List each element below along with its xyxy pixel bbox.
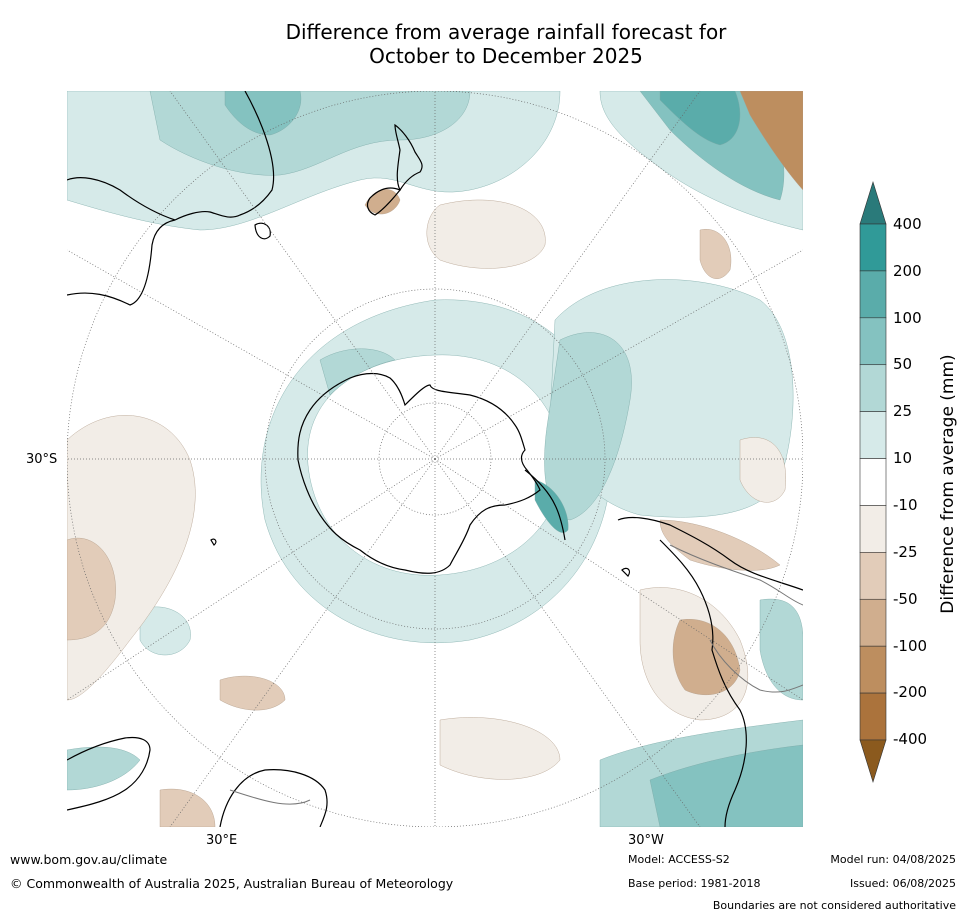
colorbar-tick: -50 bbox=[893, 590, 918, 608]
new-zealand-south bbox=[366, 187, 401, 216]
south-atlantic-dry-medium bbox=[672, 619, 741, 696]
brazil-wet bbox=[759, 598, 803, 701]
colorbar-bin bbox=[859, 411, 887, 459]
peninsula-wet bbox=[534, 479, 569, 533]
colorbar-bin bbox=[859, 270, 887, 319]
borders bbox=[229, 544, 803, 805]
south-pacific-dry bbox=[426, 199, 546, 269]
colorbar-bins bbox=[859, 223, 887, 741]
dry-anomalies bbox=[67, 91, 803, 827]
coastlines bbox=[67, 91, 803, 827]
colorbar-bin bbox=[859, 364, 887, 412]
footer-disclaimer: Boundaries are not considered authoritat… bbox=[712, 899, 956, 912]
colorbar-top-arrow bbox=[859, 180, 887, 225]
colorbar-bin bbox=[859, 692, 887, 741]
patagonia-dry bbox=[659, 519, 781, 571]
colorbar-bottom-arrow bbox=[859, 739, 887, 784]
australia-coast bbox=[67, 91, 275, 306]
andes-border bbox=[669, 544, 803, 693]
lon-label-30w: 30°W bbox=[628, 833, 664, 848]
drake-wet-strip bbox=[544, 332, 632, 521]
colorbar bbox=[859, 180, 887, 784]
map-area bbox=[67, 91, 803, 827]
kerguelen bbox=[210, 538, 217, 546]
tasmania-coast bbox=[254, 222, 271, 240]
colorbar-tick: 100 bbox=[893, 309, 922, 327]
mid-indian-dry bbox=[219, 675, 286, 711]
africa-border bbox=[229, 789, 311, 805]
falklands bbox=[621, 567, 631, 577]
map-title: Difference from average rainfall forecas… bbox=[230, 20, 782, 68]
footer-model-run: Model run: 04/08/2025 bbox=[830, 853, 956, 866]
colorbar-tick: -25 bbox=[893, 543, 918, 561]
colorbar-bin bbox=[859, 223, 887, 272]
colorbar-tick: 50 bbox=[893, 355, 913, 373]
atlantic-dry bbox=[739, 437, 786, 503]
title-line-2: October to December 2025 bbox=[369, 44, 643, 68]
colorbar-tick: 400 bbox=[893, 215, 922, 233]
colorbar-label: Difference from average (mm) bbox=[938, 354, 958, 614]
new-zealand-north bbox=[394, 123, 423, 192]
colorbar-tick: -200 bbox=[893, 683, 928, 701]
indian-ocean-dry-medium bbox=[67, 538, 116, 641]
ne-pacific-wet-strong bbox=[659, 91, 741, 146]
ne-corner-dry bbox=[739, 91, 803, 191]
colorbar-tick: -400 bbox=[893, 730, 928, 748]
footer-model: Model: ACCESS-S2 bbox=[628, 853, 730, 866]
colorbar-bin bbox=[859, 552, 887, 600]
east-pacific-dry bbox=[699, 229, 732, 279]
footer-copyright: © Commonwealth of Australia 2025, Austra… bbox=[10, 876, 454, 891]
colorbar-bin bbox=[859, 598, 887, 647]
title-line-1: Difference from average rainfall forecas… bbox=[285, 20, 727, 44]
wet-anomalies bbox=[67, 91, 803, 827]
colorbar-tick: 10 bbox=[893, 449, 913, 467]
southern-indian-dry bbox=[439, 717, 561, 780]
colorbar-tick: 200 bbox=[893, 262, 922, 280]
antarctica-coast bbox=[297, 372, 541, 574]
colorbar-bin bbox=[859, 645, 887, 694]
colorbar-bin bbox=[859, 317, 887, 366]
indian-ocean-wet bbox=[139, 606, 191, 656]
colorbar-tick: -10 bbox=[893, 496, 918, 514]
south-africa-dry bbox=[159, 788, 216, 827]
graticule bbox=[67, 91, 803, 827]
southern-africa-coast bbox=[67, 736, 328, 827]
antarctic-peninsula bbox=[524, 469, 566, 541]
colorbar-tick: 25 bbox=[893, 402, 913, 420]
sw-atlantic-wet-medium bbox=[649, 744, 803, 827]
lat-label-30s: 30°S bbox=[26, 452, 58, 467]
colorbar-bin bbox=[859, 458, 887, 506]
footer-base-period: Base period: 1981-2018 bbox=[628, 877, 761, 890]
lon-label-30e: 30°E bbox=[206, 833, 238, 848]
footer-issued: Issued: 06/08/2025 bbox=[849, 877, 956, 890]
south-america-coast bbox=[617, 516, 803, 827]
footer-url[interactable]: www.bom.gov.au/climate bbox=[10, 852, 168, 867]
colorbar-tick: -100 bbox=[893, 637, 928, 655]
colorbar-bin bbox=[859, 505, 887, 553]
